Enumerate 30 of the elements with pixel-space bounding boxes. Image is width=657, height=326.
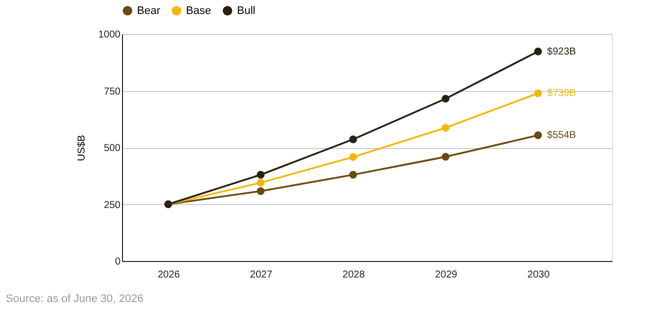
point <box>442 124 450 132</box>
point <box>256 170 265 179</box>
point <box>534 131 542 140</box>
point <box>256 187 265 195</box>
x-tick-label: 2029 <box>434 270 458 280</box>
point <box>534 48 542 56</box>
x-tick-label: 2027 <box>250 270 273 280</box>
legend-label: Bull <box>237 4 256 17</box>
point <box>349 170 358 179</box>
legend-label: Bear <box>137 4 161 17</box>
data-label: $923B <box>547 46 576 58</box>
data-label: $554B <box>547 130 576 142</box>
x-tick-label: 2028 <box>342 270 366 280</box>
y-tick-label: 1000 <box>98 30 121 40</box>
point <box>349 153 358 161</box>
point <box>256 178 265 187</box>
y-tick-label: 500 <box>104 143 121 154</box>
y-tick-label: 250 <box>104 200 121 211</box>
point <box>442 152 450 161</box>
y-tick-label: 0 <box>114 256 121 268</box>
y-tick-label: 750 <box>104 86 121 98</box>
source-note: Source: as of June 30, 2026 <box>6 293 144 305</box>
y-axis-title: US$B <box>76 134 88 162</box>
point <box>442 94 450 103</box>
x-tick-label: 2026 <box>158 270 180 280</box>
point <box>534 89 542 98</box>
legend-label: Base <box>186 4 212 17</box>
data-label: $739B <box>547 88 576 100</box>
x-tick-label: 2030 <box>527 270 550 280</box>
point <box>349 135 358 144</box>
